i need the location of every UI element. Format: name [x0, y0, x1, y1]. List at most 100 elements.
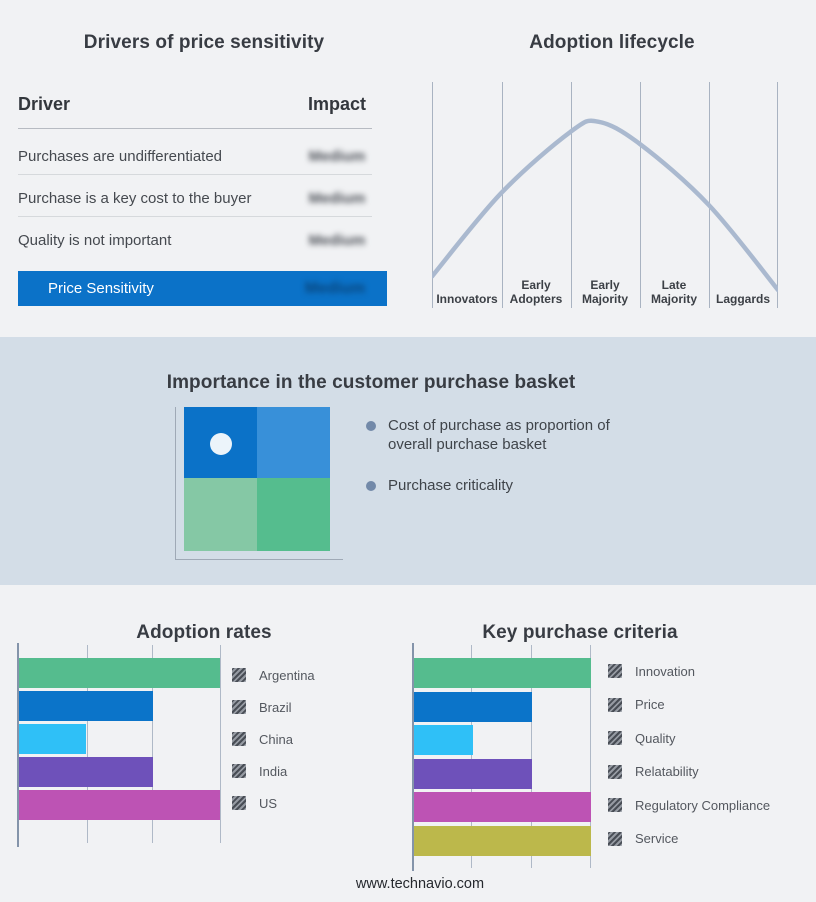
- driver-cell: Purchase is a key cost to the buyer: [18, 189, 252, 207]
- hatched-legend-swatch-icon: [608, 697, 622, 712]
- drivers-table-header: Driver Impact: [18, 94, 372, 115]
- quadrant-cell-bottom-right: [257, 478, 330, 551]
- bullet-item: Purchase criticality: [366, 476, 646, 495]
- bar-us: [19, 790, 220, 820]
- hatched-legend-swatch-icon: [608, 731, 622, 745]
- key-purchase-criteria-bars: [414, 658, 591, 856]
- legend-item: US: [232, 795, 315, 811]
- hatched-legend-swatch-icon: [608, 664, 622, 678]
- bar-innovation: [414, 658, 591, 688]
- category-divider: [502, 82, 503, 308]
- legend-label: Innovation: [635, 663, 695, 679]
- legend-label: China: [259, 731, 293, 747]
- legend-label: Quality: [635, 730, 676, 746]
- legend-label: Relatability: [635, 764, 699, 779]
- quadrant-cell-bottom-left: [184, 478, 257, 551]
- bar-service: [414, 825, 591, 856]
- row-divider: [18, 216, 372, 217]
- bullet-item: Cost of purchase as proportion of overal…: [366, 416, 646, 454]
- quadrant-x-axis: [175, 559, 343, 560]
- bar-india: [19, 757, 153, 787]
- legend-label: Service: [635, 831, 679, 846]
- impact-cell-obscured: Medium: [308, 147, 366, 165]
- price-sensitivity-summary-row: Price Sensitivity Medium: [18, 271, 387, 306]
- hatched-legend-swatch-icon: [608, 831, 622, 846]
- category-divider: [432, 82, 433, 308]
- category-divider: [777, 82, 778, 308]
- lifecycle-stage-label: Late Majority: [650, 278, 697, 306]
- key-purchase-criteria-title: Key purchase criteria: [482, 621, 678, 643]
- hatched-legend-swatch-icon: [232, 796, 246, 810]
- legend-label: Regulatory Compliance: [635, 797, 771, 813]
- legend-label: India: [259, 763, 288, 779]
- adoption-lifecycle-chart: Innovators Early Adopters Early Majority…: [432, 82, 778, 308]
- quadrant-cell-top-right: [257, 407, 330, 478]
- bar-quality: [414, 725, 473, 755]
- hatched-legend-swatch-icon: [232, 732, 246, 746]
- bullet-icon: [366, 421, 376, 431]
- driver-cell: Quality is not important: [18, 231, 172, 249]
- gridline: [152, 645, 153, 843]
- purchase-basket-title: Importance in the customer purchase bask…: [166, 371, 576, 393]
- impact-cell-obscured: Medium: [304, 279, 366, 297]
- gridline: [471, 645, 472, 868]
- bar-relatability: [414, 758, 532, 789]
- footer: www.technavio.com: [24, 876, 816, 892]
- quadrant-y-axis: [175, 407, 176, 560]
- table-row: Purchases are undifferentiated Medium: [18, 138, 372, 174]
- legend-item: Service: [608, 831, 770, 847]
- legend-label: Price: [635, 697, 665, 712]
- bar-argentina: [19, 658, 220, 688]
- lifecycle-stage-label: Innovators: [436, 292, 498, 306]
- bell-curve: [432, 118, 778, 293]
- technavio-link[interactable]: www.technavio.com: [355, 876, 485, 892]
- category-divider: [709, 82, 710, 308]
- impact-column-header: Impact: [307, 94, 367, 114]
- y-axis: [17, 643, 19, 847]
- legend-item: Brazil: [232, 699, 315, 715]
- legend-item: Quality: [608, 730, 770, 746]
- table-header-divider: [18, 128, 372, 129]
- bar-brazil: [19, 691, 153, 721]
- category-divider: [640, 82, 641, 308]
- driver-column-header: Driver: [18, 94, 71, 114]
- lifecycle-stage-label: Early Majority: [581, 278, 628, 306]
- legend-label: Argentina: [259, 667, 315, 683]
- legend-item: Innovation: [608, 663, 770, 679]
- driver-cell: Purchases are undifferentiated: [18, 147, 223, 165]
- legend-item: Argentina: [232, 667, 315, 683]
- bullet-icon: [366, 481, 376, 491]
- bullet-text: Purchase criticality: [388, 477, 514, 494]
- key-purchase-criteria-legend: Innovation Price Quality Relatability Re…: [608, 663, 770, 847]
- bar-price: [414, 691, 532, 722]
- position-marker-dot: [210, 433, 232, 455]
- gridline: [531, 645, 532, 868]
- hatched-legend-swatch-icon: [232, 668, 246, 682]
- lifecycle-chart-title: Adoption lifecycle: [529, 31, 695, 53]
- legend-item: India: [232, 763, 315, 779]
- legend-item: China: [232, 731, 315, 747]
- category-divider: [571, 82, 572, 308]
- adoption-rates-bars: [19, 658, 220, 820]
- lifecycle-stage-label: Early Adopters: [509, 278, 563, 306]
- bullet-text: Cost of purchase as proportion of overal…: [388, 417, 610, 453]
- hatched-legend-swatch-icon: [608, 798, 622, 812]
- gridline: [87, 645, 88, 843]
- hatched-legend-swatch-icon: [232, 764, 246, 778]
- bar-regulatory-compliance: [414, 792, 591, 822]
- adoption-rates-title: Adoption rates: [136, 621, 272, 643]
- table-row: Purchase is a key cost to the buyer Medi…: [18, 180, 372, 216]
- row-divider: [18, 174, 372, 175]
- gridline: [590, 645, 591, 868]
- bar-china: [19, 724, 86, 754]
- legend-item: Relatability: [608, 764, 770, 780]
- y-axis: [412, 643, 414, 871]
- price-sensitivity-label: Price Sensitivity: [48, 280, 154, 297]
- impact-cell-obscured: Medium: [308, 189, 366, 207]
- impact-cell-obscured: Medium: [308, 231, 366, 249]
- legend-label: US: [259, 795, 278, 811]
- table-row: Quality is not important Medium: [18, 222, 372, 258]
- lifecycle-stage-label: Laggards: [715, 292, 770, 306]
- purchase-basket-quadrant: [184, 407, 330, 551]
